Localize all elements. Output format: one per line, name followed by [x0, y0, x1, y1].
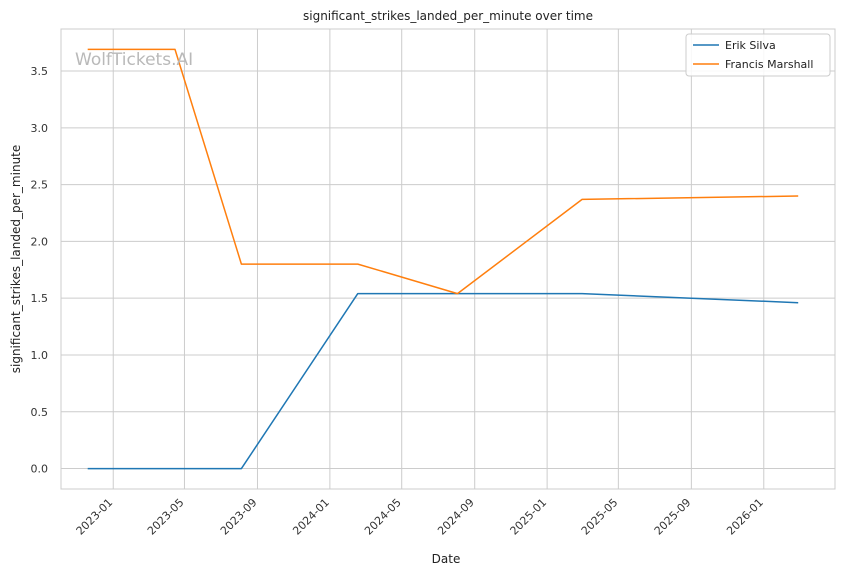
y-tick-label: 2.0 — [31, 235, 49, 248]
y-tick-label: 1.0 — [31, 349, 49, 362]
legend-label-erik-silva: Erik Silva — [725, 39, 776, 52]
legend-label-francis-marshall: Francis Marshall — [725, 58, 813, 71]
y-tick-label: 3.5 — [31, 65, 49, 78]
y-tick-label: 3.0 — [31, 122, 49, 135]
watermark: WolfTickets.AI — [75, 50, 193, 70]
y-tick-label: 0.5 — [31, 406, 49, 419]
y-tick-label: 0.0 — [31, 463, 49, 476]
series-line-francis-marshall — [87, 48, 799, 295]
grid-lines — [61, 29, 835, 489]
y-axis-label: significant_strikes_landed_per_minute — [9, 145, 23, 374]
y-tick-label: 2.5 — [31, 179, 49, 192]
series-line-erik-silva — [87, 292, 799, 470]
plot-frame — [60, 28, 836, 490]
y-tick-label: 1.5 — [31, 292, 49, 305]
y-tick-labels: 0.0 0.5 1.0 1.5 2.0 2.5 3.0 3.5 — [31, 65, 49, 476]
chart-title: significant_strikes_landed_per_minute ov… — [303, 9, 593, 23]
legend: Erik Silva Francis Marshall — [685, 33, 831, 77]
x-axis-label: Date — [432, 552, 461, 566]
legend-box — [685, 33, 831, 77]
series-lines — [87, 48, 799, 470]
